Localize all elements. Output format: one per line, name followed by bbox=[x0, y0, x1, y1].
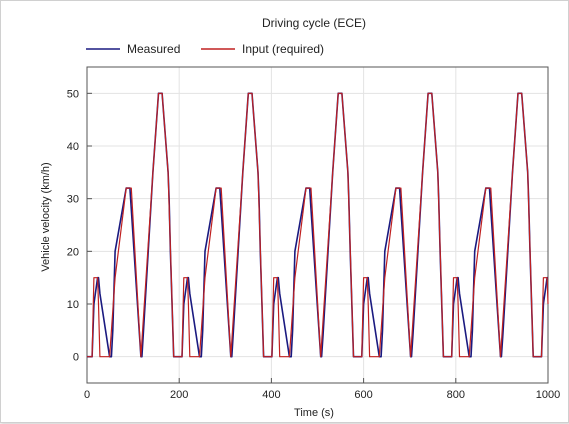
x-tick-label-2: 400 bbox=[262, 389, 280, 401]
x-tick-label-4: 800 bbox=[447, 389, 465, 401]
y-tick-label-0: 0 bbox=[73, 352, 79, 364]
y-axis-label: Vehicle velocity (km/h) bbox=[40, 162, 52, 271]
x-tick-label-0: 0 bbox=[84, 389, 90, 401]
chart-title: Driving cycle (ECE) bbox=[262, 16, 366, 30]
legend: Measured Input (required) bbox=[86, 42, 324, 56]
x-tick-label-3: 600 bbox=[354, 389, 372, 401]
y-tick-label-3: 30 bbox=[67, 194, 79, 206]
y-tick-label-1: 10 bbox=[67, 299, 79, 311]
series-line-input-required bbox=[87, 92, 549, 358]
y-tick-label-2: 20 bbox=[67, 246, 79, 258]
x-tick-label-5: 1000 bbox=[536, 389, 560, 401]
y-tick-label-4: 40 bbox=[67, 141, 79, 153]
legend-label-measured: Measured bbox=[127, 42, 180, 56]
plot-area: 0 200 400 600 800 1000 0 10 20 30 40 50 bbox=[67, 66, 560, 401]
y-tick-label-5: 50 bbox=[67, 88, 79, 100]
x-axis-label: Time (s) bbox=[294, 407, 334, 419]
x-tick-label-1: 200 bbox=[170, 389, 188, 401]
plot-frame bbox=[86, 66, 549, 384]
legend-label-input: Input (required) bbox=[242, 42, 324, 56]
